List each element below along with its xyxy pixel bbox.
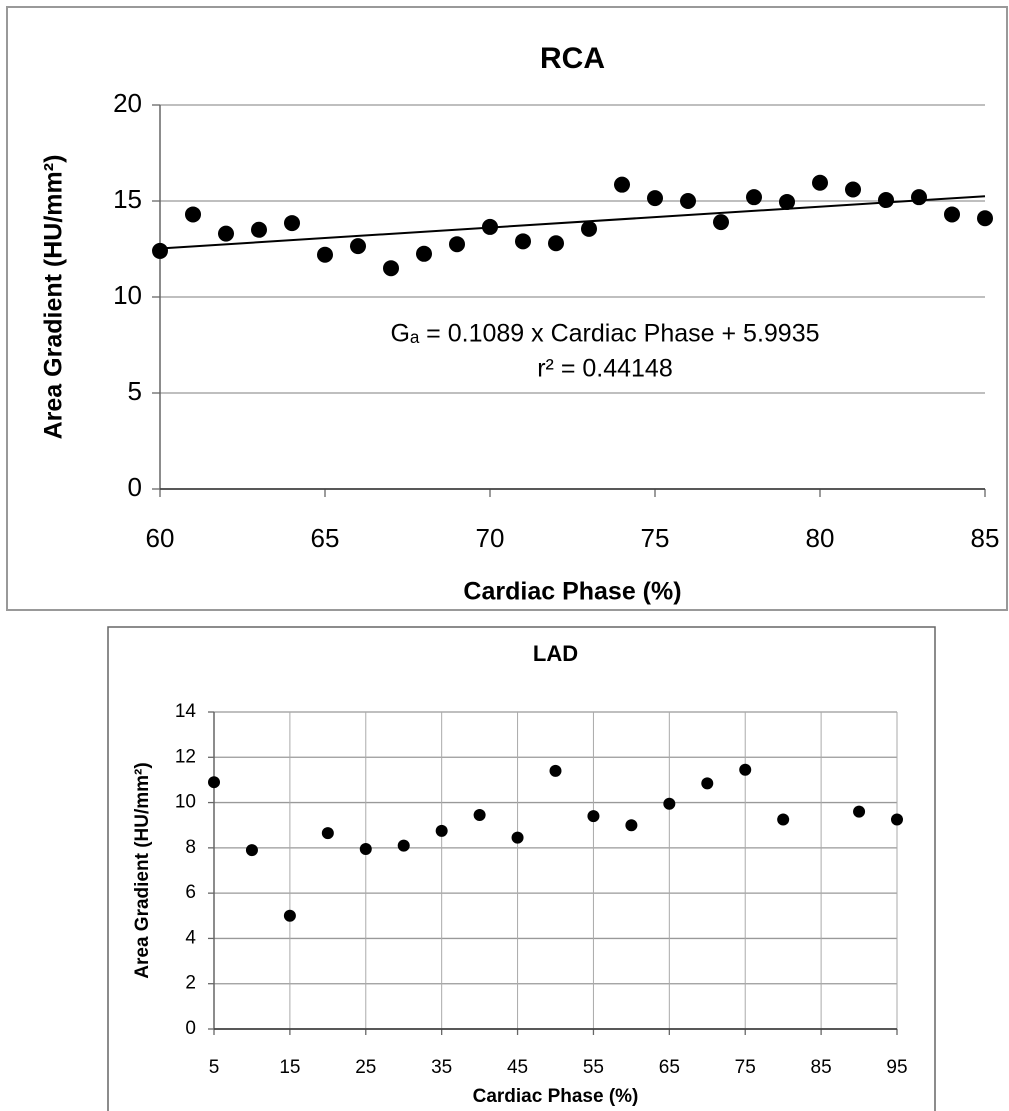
x-tick-label: 5 bbox=[209, 1057, 220, 1078]
point bbox=[397, 839, 410, 852]
chart-title: LAD bbox=[533, 641, 578, 666]
point bbox=[350, 238, 366, 255]
y-tick-label: 2 bbox=[185, 973, 196, 994]
x-tick-label: 25 bbox=[355, 1057, 376, 1078]
x-tick-label: 95 bbox=[886, 1057, 907, 1078]
point bbox=[746, 189, 762, 206]
x-tick-label: 80 bbox=[806, 523, 835, 553]
point bbox=[152, 242, 168, 259]
point bbox=[473, 809, 486, 822]
point bbox=[208, 776, 220, 789]
annotation: r² = 0.44148 bbox=[537, 355, 673, 383]
point bbox=[449, 236, 465, 253]
point bbox=[891, 813, 903, 826]
point bbox=[587, 810, 600, 823]
y-tick-label: 10 bbox=[175, 792, 196, 813]
point bbox=[511, 831, 524, 844]
x-tick-label: 45 bbox=[507, 1057, 528, 1078]
annotation: Gₐ = 0.1089 x Cardiac Phase + 5.9935 bbox=[390, 320, 819, 348]
y-tick-label: 4 bbox=[185, 927, 196, 948]
point bbox=[185, 206, 201, 223]
point bbox=[845, 181, 861, 198]
point bbox=[416, 245, 432, 262]
x-tick-label: 65 bbox=[311, 523, 340, 553]
point bbox=[251, 221, 267, 238]
x-tick-label: 65 bbox=[659, 1057, 680, 1078]
x-tick-label: 15 bbox=[279, 1057, 300, 1078]
point bbox=[359, 842, 372, 855]
point bbox=[218, 225, 234, 242]
point bbox=[245, 844, 258, 857]
point bbox=[977, 210, 993, 227]
chart-frame bbox=[107, 626, 936, 1111]
point bbox=[878, 192, 894, 209]
y-tick-label: 0 bbox=[128, 472, 142, 502]
y-tick-label: 8 bbox=[185, 837, 196, 858]
x-tick-label: 55 bbox=[583, 1057, 604, 1078]
point bbox=[549, 764, 562, 777]
x-tick-label: 85 bbox=[971, 523, 1000, 553]
point bbox=[581, 220, 597, 237]
chart-frame bbox=[6, 6, 1008, 611]
x-tick-label: 75 bbox=[735, 1057, 756, 1078]
point bbox=[614, 176, 630, 193]
point bbox=[713, 214, 729, 231]
y-tick-label: 10 bbox=[113, 280, 142, 310]
point bbox=[701, 777, 714, 790]
point bbox=[383, 260, 399, 277]
trendline bbox=[159, 195, 986, 250]
x-axis-title: Cardiac Phase (%) bbox=[463, 578, 681, 606]
y-tick-label: 20 bbox=[113, 88, 142, 118]
x-tick-label: 85 bbox=[811, 1057, 832, 1078]
y-tick-label: 15 bbox=[113, 184, 142, 214]
point bbox=[515, 233, 531, 250]
chart-title: RCA bbox=[540, 42, 605, 75]
y-axis-title: Area Gradient (HU/mm²) bbox=[132, 762, 153, 978]
x-tick-label: 35 bbox=[431, 1057, 452, 1078]
point bbox=[944, 206, 960, 223]
y-tick-label: 6 bbox=[185, 882, 196, 903]
point bbox=[739, 763, 752, 776]
x-tick-label: 60 bbox=[146, 523, 175, 553]
point bbox=[777, 813, 790, 826]
y-tick-label: 5 bbox=[128, 376, 142, 406]
point bbox=[663, 797, 676, 810]
x-axis-title: Cardiac Phase (%) bbox=[473, 1086, 639, 1107]
point bbox=[284, 215, 300, 232]
point bbox=[548, 235, 564, 252]
x-tick-label: 75 bbox=[641, 523, 670, 553]
point bbox=[853, 805, 866, 818]
point bbox=[911, 189, 927, 206]
point bbox=[321, 827, 334, 840]
y-tick-label: 14 bbox=[175, 701, 197, 722]
point bbox=[779, 193, 795, 210]
y-axis-title: Area Gradient (HU/mm²) bbox=[40, 155, 68, 440]
point bbox=[647, 190, 663, 207]
x-tick-label: 70 bbox=[476, 523, 505, 553]
y-tick-label: 0 bbox=[185, 1018, 196, 1039]
point bbox=[680, 193, 696, 209]
y-tick-label: 12 bbox=[175, 746, 196, 767]
point bbox=[625, 819, 638, 832]
point bbox=[812, 174, 828, 191]
point bbox=[283, 909, 296, 922]
point bbox=[317, 246, 333, 263]
point bbox=[482, 218, 498, 235]
point bbox=[435, 824, 448, 837]
